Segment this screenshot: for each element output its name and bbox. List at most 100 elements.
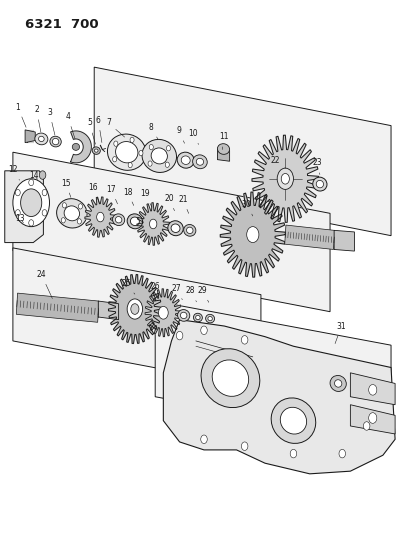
Text: 10: 10 [188, 129, 199, 144]
Ellipse shape [206, 314, 215, 323]
Ellipse shape [158, 306, 168, 319]
Polygon shape [85, 197, 116, 237]
Ellipse shape [208, 317, 212, 321]
Polygon shape [217, 149, 230, 161]
Circle shape [339, 449, 346, 458]
Ellipse shape [35, 133, 48, 145]
Ellipse shape [181, 156, 190, 165]
Ellipse shape [107, 134, 146, 171]
Ellipse shape [201, 349, 260, 408]
Text: 17: 17 [106, 185, 118, 204]
Text: 5: 5 [87, 118, 95, 144]
Polygon shape [13, 248, 261, 387]
Polygon shape [13, 152, 330, 312]
Ellipse shape [280, 407, 307, 434]
Polygon shape [137, 203, 169, 245]
Ellipse shape [64, 206, 80, 221]
Polygon shape [71, 131, 91, 163]
Text: 4: 4 [65, 112, 75, 139]
Ellipse shape [149, 219, 157, 229]
Ellipse shape [142, 140, 177, 173]
Ellipse shape [247, 227, 259, 243]
Ellipse shape [131, 304, 139, 314]
Text: 12: 12 [8, 165, 20, 180]
Circle shape [62, 203, 67, 208]
Polygon shape [285, 225, 335, 249]
Circle shape [369, 384, 377, 395]
Ellipse shape [271, 398, 316, 443]
Circle shape [29, 220, 33, 226]
Ellipse shape [168, 221, 183, 236]
Circle shape [114, 141, 118, 147]
Ellipse shape [330, 375, 346, 391]
Text: 19: 19 [140, 189, 152, 207]
Text: 21: 21 [178, 195, 188, 213]
Polygon shape [252, 135, 319, 222]
Ellipse shape [115, 216, 122, 223]
Ellipse shape [186, 227, 193, 233]
Text: 7: 7 [106, 118, 125, 137]
Polygon shape [350, 405, 395, 434]
Ellipse shape [21, 189, 42, 216]
Text: 27: 27 [171, 284, 182, 300]
Ellipse shape [92, 147, 100, 155]
Ellipse shape [212, 360, 248, 397]
Circle shape [364, 422, 370, 430]
Ellipse shape [127, 299, 143, 319]
Text: 18: 18 [123, 188, 134, 206]
Polygon shape [98, 301, 119, 320]
Ellipse shape [72, 143, 80, 150]
Polygon shape [163, 320, 395, 474]
Circle shape [242, 336, 248, 344]
Ellipse shape [193, 155, 207, 169]
Ellipse shape [180, 312, 187, 319]
Text: 13: 13 [16, 214, 25, 223]
Ellipse shape [177, 152, 194, 168]
Text: 1: 1 [16, 102, 26, 127]
Text: 6321  700: 6321 700 [25, 18, 99, 31]
Circle shape [78, 204, 82, 209]
Circle shape [201, 435, 207, 443]
Circle shape [369, 413, 377, 423]
Ellipse shape [113, 214, 125, 225]
Text: 22: 22 [271, 156, 285, 168]
Polygon shape [109, 274, 161, 344]
Text: 31: 31 [335, 321, 346, 344]
Text: 14: 14 [29, 171, 39, 180]
Circle shape [148, 161, 152, 166]
Text: 8: 8 [149, 123, 158, 139]
Text: 29: 29 [197, 286, 209, 302]
Circle shape [290, 449, 297, 458]
Ellipse shape [127, 214, 142, 229]
Ellipse shape [171, 224, 180, 232]
Circle shape [16, 189, 20, 196]
Circle shape [166, 146, 171, 151]
Circle shape [149, 144, 153, 150]
Circle shape [242, 442, 248, 450]
Ellipse shape [94, 149, 98, 152]
Ellipse shape [217, 144, 230, 155]
Text: 15: 15 [61, 179, 71, 197]
Text: 30: 30 [242, 200, 253, 216]
Text: 20: 20 [164, 194, 175, 211]
Circle shape [42, 189, 47, 196]
Text: 28: 28 [185, 286, 197, 302]
Circle shape [176, 332, 183, 340]
Ellipse shape [281, 173, 289, 184]
Circle shape [77, 219, 81, 224]
Polygon shape [350, 373, 395, 405]
Circle shape [39, 171, 46, 179]
Circle shape [16, 209, 20, 216]
Ellipse shape [151, 148, 167, 164]
Circle shape [139, 150, 143, 156]
Polygon shape [25, 130, 35, 143]
Polygon shape [145, 289, 182, 337]
Circle shape [165, 162, 169, 167]
Ellipse shape [131, 217, 140, 225]
Text: 26: 26 [151, 282, 162, 297]
Polygon shape [334, 230, 355, 251]
Polygon shape [155, 301, 391, 441]
Ellipse shape [316, 180, 324, 188]
Text: 16: 16 [89, 183, 99, 203]
Polygon shape [220, 192, 285, 277]
